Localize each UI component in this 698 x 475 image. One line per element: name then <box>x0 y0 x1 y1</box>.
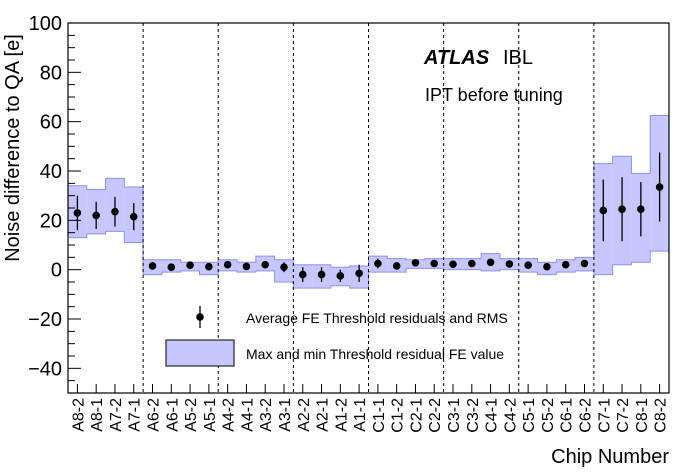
y-tick-label: 100 <box>29 13 62 35</box>
x-tick-label: C3-1 <box>446 398 463 433</box>
x-axis: A8-2 A8-1 A7-2 A7-1 A6-2 A6-1 A5-2 A5-1 A4-2 A4-1… <box>70 384 670 433</box>
x-tick-label: C6-2 <box>577 398 594 433</box>
data-point-C5-2 <box>543 262 551 271</box>
minmax-band-lower-edge <box>68 230 669 289</box>
x-tick-label: C8-2 <box>653 398 670 433</box>
data-point-A1-2 <box>336 272 345 280</box>
x-tick-label: A1-2 <box>333 398 350 432</box>
legend-point-marker <box>196 313 204 321</box>
x-axis-title: Chip Number <box>551 446 669 468</box>
x-tick-label: A7-1 <box>127 398 144 432</box>
x-tick-label: A2-2 <box>296 398 313 432</box>
experiment-label: ATLAS <box>423 47 490 69</box>
x-tick-label: C2-1 <box>408 398 425 433</box>
data-point-C2-1 <box>411 258 420 267</box>
detector-label: IBL <box>503 47 533 69</box>
data-point-C6-2 <box>580 259 589 268</box>
legend-band-swatch <box>165 339 235 367</box>
y-tick-label: 20 <box>40 210 62 232</box>
data-point-C3-2 <box>467 259 476 268</box>
y-axis-title: Noise difference to QA [e] <box>2 34 24 262</box>
data-point-A6-1 <box>167 263 176 272</box>
data-point-A4-1 <box>242 262 251 271</box>
x-tick-label: A8-1 <box>89 398 106 432</box>
data-point-C6-1 <box>561 260 570 269</box>
x-tick-label: C8-1 <box>634 398 651 433</box>
minmax-band-group <box>68 115 669 289</box>
legend-label-band: Max and min Threshold residual FE value <box>246 346 504 362</box>
x-tick-label: A1-1 <box>352 398 369 432</box>
x-tick-label: A2-1 <box>315 398 332 432</box>
stave-divider-group <box>142 23 595 393</box>
x-tick-label: A4-2 <box>221 398 238 432</box>
legend: Average FE Threshold residuals and RMS M… <box>165 306 508 367</box>
data-point-A8-2 <box>73 209 82 217</box>
data-point-C7-1 <box>599 206 608 215</box>
y-tick-label: 80 <box>40 62 62 84</box>
legend-label-points: Average FE Threshold residuals and RMS <box>246 310 508 326</box>
x-tick-label: A5-1 <box>202 398 219 432</box>
data-point-A8-1 <box>92 211 100 220</box>
data-point-C4-1 <box>486 258 495 267</box>
x-tick-label: C7-2 <box>615 398 632 433</box>
data-point-C8-1 <box>637 205 645 214</box>
y-axis: −40 −20 0 20 40 60 80 100 <box>28 13 81 394</box>
data-point-A5-2 <box>186 261 194 270</box>
y-tick-label: −20 <box>28 309 62 331</box>
y-tick-label: −40 <box>28 358 62 380</box>
data-point-C7-2 <box>618 205 626 214</box>
x-tick-label: C5-1 <box>521 398 538 433</box>
y-tick-label: 40 <box>40 161 62 183</box>
x-tick-label: A7-2 <box>108 398 125 432</box>
x-tick-label: C3-2 <box>465 398 482 433</box>
x-tick-label: A8-2 <box>70 398 87 432</box>
data-point-group <box>73 152 664 282</box>
x-tick-label: C1-2 <box>390 398 407 433</box>
x-tick-label: C6-1 <box>559 398 576 433</box>
y-tick-label: 0 <box>51 260 62 282</box>
data-point-C3-1 <box>449 260 457 269</box>
data-point-A7-2 <box>111 207 119 216</box>
minmax-band-upper-edge <box>68 115 669 268</box>
x-tick-label: C1-1 <box>371 398 388 433</box>
data-point-C4-2 <box>505 260 514 268</box>
x-tick-label: A5-2 <box>183 398 200 432</box>
data-point-A7-1 <box>129 212 138 221</box>
data-point-A1-1 <box>355 269 363 278</box>
data-point-A3-1 <box>280 263 288 272</box>
x-tick-label: A6-2 <box>146 398 163 432</box>
data-point-C1-1 <box>374 259 382 268</box>
data-point-A3-2 <box>261 260 270 269</box>
data-point-C5-1 <box>524 261 532 270</box>
x-tick-label: C4-1 <box>484 398 501 433</box>
data-point-C2-2 <box>430 259 439 268</box>
data-point-A2-1 <box>317 270 326 279</box>
data-point-C8-2 <box>655 183 664 191</box>
x-tick-label: C4-2 <box>502 398 519 433</box>
x-tick-label: A4-1 <box>239 398 256 432</box>
x-tick-label: A3-1 <box>277 398 294 432</box>
data-point-A2-2 <box>298 270 307 279</box>
data-point-A4-2 <box>223 260 232 269</box>
x-tick-label: C5-2 <box>540 398 557 433</box>
x-tick-label: C7-1 <box>596 398 613 433</box>
data-point-A5-1 <box>205 262 213 271</box>
y-tick-label: 60 <box>40 112 62 134</box>
annotation-label: IPT before tuning <box>425 85 563 105</box>
x-tick-label: C2-2 <box>427 398 444 433</box>
data-point-C1-2 <box>392 262 401 270</box>
data-point-A6-2 <box>148 262 157 270</box>
x-tick-label: A6-1 <box>164 398 181 432</box>
x-tick-label: A3-2 <box>258 398 275 432</box>
